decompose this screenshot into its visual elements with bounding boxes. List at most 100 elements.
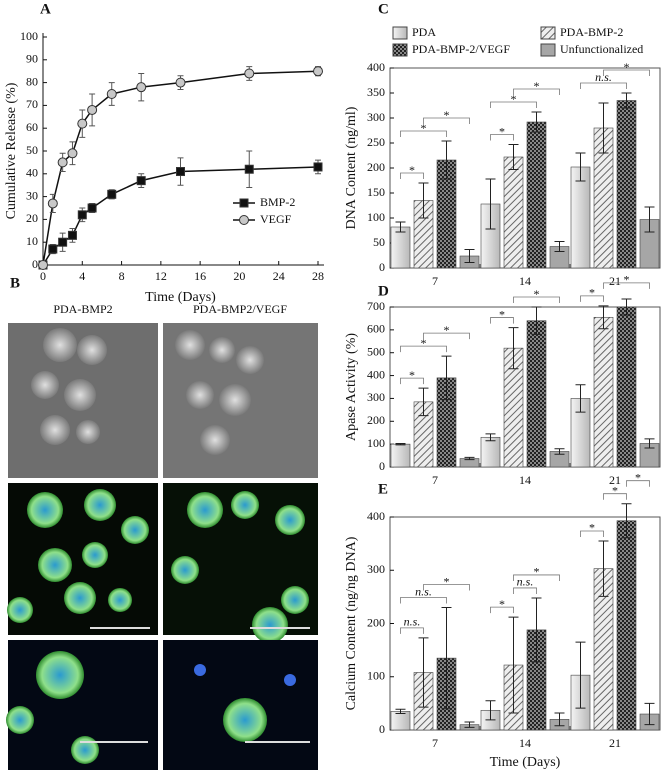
significance-label: n.s.: [595, 70, 612, 84]
marker: [136, 82, 147, 93]
error-bar: [508, 144, 519, 170]
significance-bracket: [400, 172, 424, 179]
x-axis-label: Time (Days): [145, 290, 216, 305]
y-tick-label: 600: [367, 322, 385, 336]
error-bar: [531, 306, 542, 335]
y-tick-label: 30: [26, 188, 38, 202]
x-tick-label: 14: [519, 274, 531, 288]
significance-bracket: [490, 101, 537, 108]
bar: [616, 306, 637, 468]
x-tick-label: 14: [519, 473, 531, 487]
error-bar: [598, 102, 609, 154]
significance-label: *: [499, 597, 505, 611]
x-tick-label: 4: [79, 269, 85, 283]
error-bar: [395, 708, 406, 714]
significance-label: *: [635, 470, 641, 484]
error-bar: [485, 700, 496, 721]
y-tick-label: 150: [367, 185, 385, 199]
y-tick-label: 10: [26, 234, 38, 248]
significance-label: *: [534, 79, 540, 93]
y-axis-label: DNA Content (ng/ml): [344, 106, 359, 229]
significance-bracket: [400, 597, 447, 604]
error-bar: [418, 387, 429, 417]
y-tick-label: 400: [367, 60, 385, 74]
error-bar: [644, 702, 655, 726]
marker: [47, 198, 58, 209]
stained-cells: [7, 489, 150, 629]
y-tick-label: 100: [20, 29, 38, 43]
x-tick-label: 14: [519, 736, 531, 750]
stained-cells: [194, 664, 310, 743]
error-bar: [441, 607, 452, 710]
significance-label: *: [624, 60, 630, 74]
y-tick-label: 60: [26, 120, 38, 134]
y-tick-label: 500: [367, 344, 385, 358]
marker: [136, 176, 146, 186]
y-tick-label: 200: [367, 413, 385, 427]
x-tick-label: 16: [194, 269, 206, 283]
x-tick-label: 21: [609, 473, 621, 487]
y-axis-label: Calcium Content (ng/ng DNA): [344, 536, 359, 710]
x-tick-label: 0: [40, 269, 46, 283]
marker: [38, 260, 48, 270]
marker: [313, 66, 323, 77]
legend-swatch: [392, 43, 408, 57]
column-label: PDA-BMP2/VEGF: [193, 302, 287, 316]
error-bar: [395, 221, 406, 233]
marker: [57, 157, 68, 168]
error-bar: [531, 111, 542, 133]
significance-label: *: [624, 273, 630, 287]
error-bar: [621, 92, 632, 109]
error-bar: [598, 305, 609, 330]
significance-bracket: [490, 606, 514, 614]
panel-label: B: [10, 275, 20, 291]
significance-label: *: [612, 483, 618, 497]
stained-cells: [171, 491, 310, 643]
y-tick-label: 0: [379, 722, 385, 736]
panel-label: A: [40, 1, 51, 17]
y-tick-label: 0: [379, 459, 385, 473]
significance-label: *: [534, 287, 540, 301]
bar: [593, 316, 614, 468]
significance-label: *: [444, 108, 450, 122]
panel-label: E: [378, 481, 388, 497]
marker: [58, 237, 68, 247]
marker: [244, 164, 254, 174]
significance-bracket: [423, 332, 470, 340]
marker: [313, 162, 323, 172]
error-bar: [485, 178, 496, 230]
x-tick-label: 24: [273, 269, 285, 283]
y-tick-label: 70: [26, 97, 38, 111]
marker: [77, 118, 88, 129]
marker: [87, 203, 97, 213]
error-bar: [554, 712, 565, 727]
error-bar: [575, 152, 586, 182]
error-bar: [554, 448, 565, 455]
significance-bracket: [603, 69, 650, 76]
significance-label: n.s.: [415, 584, 432, 598]
significance-label: *: [499, 307, 505, 321]
image-panel: B PDA-BMP2 PDA-BMP2/VEGF: [6, 275, 318, 770]
significance-bracket: [400, 130, 447, 137]
significance-bracket: [423, 584, 470, 591]
y-tick-label: 100: [367, 210, 385, 224]
error-bar: [508, 616, 519, 714]
significance-bracket: [490, 134, 514, 141]
y-tick-label: 200: [367, 615, 385, 629]
significance-label: *: [589, 286, 595, 300]
significance-bracket: [400, 377, 424, 385]
bar: [526, 121, 547, 269]
bar: [480, 436, 501, 468]
x-tick-label: 8: [119, 269, 125, 283]
significance-bracket: [490, 317, 514, 324]
y-tick-label: 400: [367, 509, 385, 523]
column-label: PDA-BMP2: [53, 302, 112, 316]
x-tick-label: 7: [432, 274, 438, 288]
error-bar: [621, 298, 632, 316]
panel-label: D: [378, 283, 389, 299]
bar: [616, 100, 637, 269]
significance-label: *: [589, 521, 595, 535]
y-tick-label: 350: [367, 85, 385, 99]
significance-bracket: [580, 295, 604, 302]
marker: [107, 189, 117, 199]
